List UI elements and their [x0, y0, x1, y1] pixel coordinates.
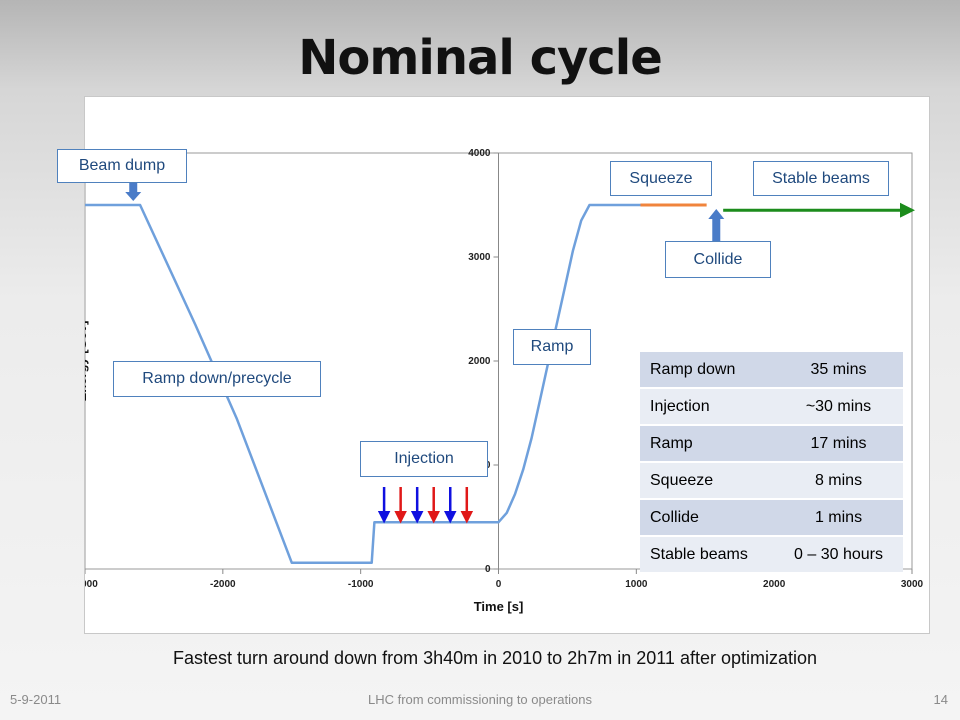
- phase-duration-cell: 0 – 30 hours: [774, 536, 903, 574]
- x-tick-label: -1000: [348, 579, 374, 590]
- phase-duration-cell: 8 mins: [774, 462, 903, 500]
- phase-name-cell: Squeeze: [640, 462, 774, 500]
- phase-name-cell: Collide: [640, 499, 774, 537]
- table-row: Squeeze 8 mins: [640, 462, 903, 500]
- beam-dump-marker-icon: [125, 183, 142, 201]
- table-row: Stable beams 0 – 30 hours: [640, 536, 903, 574]
- table-row: Injection ~30 mins: [640, 388, 903, 426]
- callout-injection: Injection: [360, 441, 488, 477]
- x-tick-label: -3000: [85, 579, 98, 590]
- energy-curve: [85, 203, 644, 565]
- callout-ramp-down: Ramp down/precycle: [113, 361, 321, 397]
- x-tick-label: 1000: [625, 579, 648, 590]
- x-tick-label: 0: [496, 579, 502, 590]
- phase-duration-cell: 17 mins: [774, 425, 903, 463]
- slide-caption: Fastest turn around down from 3h40m in 2…: [172, 648, 818, 668]
- phase-duration-table: Ramp down 35 mins Injection ~30 mins Ramp 17 …: [640, 352, 903, 574]
- x-tick-label: -2000: [210, 579, 236, 590]
- footer-date: 5-9-2011: [10, 692, 62, 707]
- slide-title: Nominal cycle: [298, 30, 663, 86]
- table-row: Ramp down 35 mins: [640, 352, 903, 389]
- phase-duration-cell: 1 mins: [774, 499, 903, 537]
- callout-beam-dump: Beam dump: [57, 149, 187, 183]
- callout-stable-beams: Stable beams: [753, 161, 889, 196]
- energy-time-chart: -3000-2000-10000100020003000010002000300…: [85, 148, 924, 614]
- x-axis-label: Time [s]: [474, 599, 524, 614]
- callout-ramp: Ramp: [513, 329, 591, 365]
- table-row: Ramp 17 mins: [640, 425, 903, 463]
- callout-collide: Collide: [665, 241, 771, 278]
- collide-marker-icon: [708, 209, 725, 241]
- phase-duration-cell: ~30 mins: [774, 388, 903, 426]
- x-tick-label: 3000: [901, 579, 924, 590]
- phase-name-cell: Stable beams: [640, 536, 774, 574]
- y-tick-label: 2000: [468, 356, 491, 367]
- y-tick-label: 0: [485, 564, 491, 575]
- phase-name-cell: Ramp down: [640, 352, 774, 389]
- footer-title: LHC from commissioning to operations: [368, 692, 592, 707]
- y-tick-label: 4000: [468, 148, 491, 159]
- callout-squeeze: Squeeze: [610, 161, 712, 196]
- y-tick-label: 3000: [468, 252, 491, 263]
- y-axis-label: Energy [Gev]: [85, 321, 89, 402]
- phase-duration-cell: 35 mins: [774, 352, 903, 389]
- phase-name-cell: Ramp: [640, 425, 774, 463]
- phase-name-cell: Injection: [640, 388, 774, 426]
- x-tick-label: 2000: [763, 579, 786, 590]
- table-row: Collide 1 mins: [640, 499, 903, 537]
- page-number: 14: [933, 692, 948, 707]
